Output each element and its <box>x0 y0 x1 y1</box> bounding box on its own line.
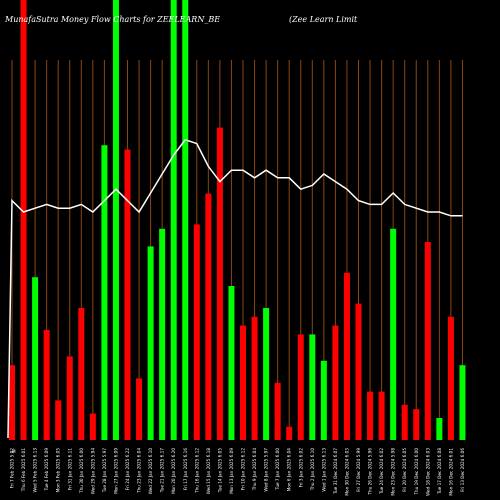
bar-down <box>55 400 62 440</box>
bar-up <box>159 228 166 440</box>
x-tick-label: Tue 24 Dec 2024 6.02 <box>379 448 384 495</box>
bar-up <box>436 418 443 440</box>
bar-down <box>332 325 339 440</box>
x-tick-label: Fri 24 Jan 2025 6.22 <box>125 448 130 490</box>
x-tick-label: Wed 5 Feb 2025 6.13 <box>33 448 38 493</box>
bar-down <box>43 330 50 440</box>
bar-down <box>378 391 385 440</box>
x-tick-label: Mon 6 Jan 2025 6.04 <box>287 448 292 492</box>
bar-down <box>136 378 143 440</box>
x-tick-label: Fri 27 Dec 2024 5.99 <box>356 448 361 492</box>
bar-down <box>193 224 200 440</box>
bar-up <box>112 0 119 440</box>
x-tick-label: Thu 19 Dec 2024 6.00 <box>414 448 419 496</box>
x-tick-label: Tue 17 Dec 2024 6.08 <box>437 448 442 495</box>
x-tick-label: Thu 2 Jan 2025 6.10 <box>310 448 315 492</box>
x-tick-label: Tue 4 Feb 2025 6.09 <box>44 448 49 492</box>
bar-up <box>170 0 177 440</box>
bar-up <box>32 277 39 440</box>
x-tick-label: Thu 16 Jan 2025 6.12 <box>194 448 199 494</box>
x-tick-label: Tue 28 Jan 2025 5.97 <box>102 448 107 494</box>
x-tick-label: Mon 16 Dec 2024 6.01 <box>448 448 453 496</box>
bar-down <box>274 382 281 440</box>
bar-down <box>367 391 374 440</box>
bar-down <box>447 316 454 440</box>
bar-down <box>355 303 362 440</box>
bar-down <box>78 308 85 440</box>
x-tick-label: Wed 29 Jan 2025 5.94 <box>90 448 95 495</box>
x-tick-label: Wed 22 Jan 2025 6.10 <box>148 448 153 495</box>
x-tick-label: Fri 3 Jan 2025 6.02 <box>298 448 303 488</box>
x-tick-labels: Fri 7 Feb 2025 5.92 Thu 6 Feb 2025 6.01 We… <box>10 448 465 496</box>
x-tick-label: Tue 21 Jan 2025 6.17 <box>160 448 165 494</box>
x-tick-label: Fri 10 Jan 2025 6.12 <box>241 448 246 490</box>
bar-up <box>101 145 108 440</box>
bar-down <box>205 193 212 440</box>
bar-up <box>263 308 270 440</box>
bar-down <box>343 272 350 440</box>
x-tick-label: Wed 8 Jan 2025 5.97 <box>264 448 269 492</box>
x-tick-label: Thu 23 Jan 2025 6.04 <box>137 448 142 494</box>
chart-title-right: (Zee Learn Limit <box>289 15 358 24</box>
x-tick-label: Mon 13 Jan 2025 6.09 <box>229 448 234 494</box>
bar-down <box>20 0 27 440</box>
x-tick-label: Thu 6 Feb 2025 6.01 <box>21 448 26 493</box>
y-axis-label-fragment: M <box>12 449 16 454</box>
bar-down <box>216 127 223 440</box>
chart-title-left: MunafaSutra Money Flow Charts for ZEELEA… <box>4 15 220 24</box>
x-tick-label: Tue 31 Dec 2024 6.07 <box>333 448 338 495</box>
bar-down <box>9 365 15 440</box>
bar-down <box>89 413 96 440</box>
x-tick-label: Tue 14 Jan 2025 6.05 <box>217 448 222 494</box>
bar-down <box>297 334 304 440</box>
bar-up <box>320 360 327 440</box>
bar-down <box>413 409 420 440</box>
bar-down <box>401 404 408 440</box>
x-tick-label: Mon 27 Jan 2025 6.09 <box>113 448 118 494</box>
x-tick-label: Fri 31 Jan 2025 6.11 <box>67 448 72 490</box>
x-tick-label: Fri 13 Dec 2024 6.06 <box>460 448 465 492</box>
bar-up <box>182 0 189 440</box>
bar-up <box>309 334 316 440</box>
bar-down <box>124 149 131 440</box>
money-flow-line <box>7 138 463 439</box>
bar-up <box>459 365 466 440</box>
x-tick-label: Fri 7 Feb 2025 5.92 <box>10 448 15 489</box>
x-tick-label: Mon 30 Dec 2024 6.03 <box>344 448 349 496</box>
x-tick-label: Thu 9 Jan 2025 6.04 <box>252 448 257 492</box>
bar-down <box>240 325 246 440</box>
x-tick-label: Wed 15 Jan 2025 6.18 <box>206 448 211 495</box>
bar-up <box>147 246 154 440</box>
x-tick-label: Thu 30 Jan 2025 6.00 <box>79 448 84 494</box>
x-tick-label: Mon 23 Dec 2024 5.98 <box>391 448 396 496</box>
x-tick-label: Tue 7 Jan 2025 6.00 <box>275 448 280 491</box>
x-tick-label: Wed 1 Jan 2025 6.13 <box>321 448 326 492</box>
bar-up <box>228 286 235 440</box>
bar-series <box>9 0 466 440</box>
x-tick-label: Mon 3 Feb 2025 6.05 <box>56 448 61 493</box>
x-tick-label: Mon 20 Jan 2025 6.20 <box>171 448 176 494</box>
bar-down <box>251 316 258 440</box>
x-tick-label: Fri 20 Dec 2024 6.05 <box>402 448 407 492</box>
bar-up <box>390 228 397 440</box>
x-tick-label: Fri 17 Jan 2025 6.16 <box>183 448 188 490</box>
bar-down <box>286 426 293 440</box>
bar-down <box>66 356 73 440</box>
bar-down <box>424 242 431 440</box>
x-tick-label: Wed 18 Dec 2024 6.03 <box>425 448 430 496</box>
x-tick-label: Thu 26 Dec 2024 5.96 <box>368 448 373 496</box>
